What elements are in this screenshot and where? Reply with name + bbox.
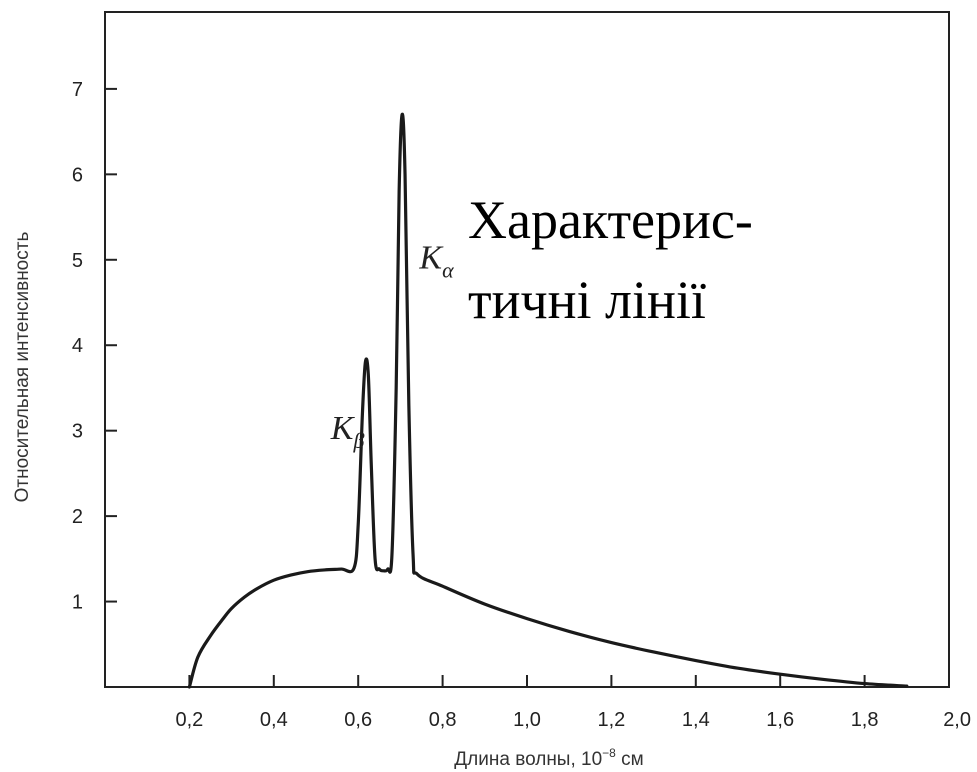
peak-label-ka: Kα (418, 239, 454, 282)
x-tick-label: 2,0 (943, 709, 971, 731)
y-tick-label: 4 (72, 335, 83, 357)
plot-area-border (104, 11, 950, 688)
annotation-line-1: Характерис- (468, 190, 753, 250)
x-tick-label: 0,6 (344, 709, 372, 731)
annotation-line-2: тичні лінії (468, 270, 706, 330)
x-axis-label: Длина волны, 10−8 см (454, 746, 643, 770)
plot-frame (104, 11, 950, 688)
y-tick-label: 6 (72, 164, 83, 186)
y-tick-label: 2 (72, 506, 83, 528)
x-tick-label: 1,6 (766, 709, 794, 731)
y-axis-label: Относительная интенсивность (12, 232, 33, 503)
peak-label-kb: Kβ (330, 410, 365, 453)
annotation-background (462, 182, 812, 330)
x-tick-label: 0,4 (260, 709, 288, 731)
y-tick-label: 7 (72, 79, 83, 101)
x-tick-label: 1,2 (597, 709, 625, 731)
x-tick-label: 1,0 (513, 709, 541, 731)
peak-labels: Kβ Kα (330, 239, 454, 453)
x-axis-ticks: 0,2 0,4 0,6 0,8 1,0 1,2 1,4 1,6 1,8 2,0 (175, 675, 971, 731)
x-tick-label: 1,4 (682, 709, 710, 731)
x-tick-label: 1,8 (851, 709, 879, 731)
characteristic-lines-annotation: Характерис- тичні лінії (462, 182, 812, 330)
y-tick-label: 1 (72, 592, 83, 614)
y-tick-label: 5 (72, 250, 83, 272)
y-tick-label: 3 (72, 421, 83, 443)
intensity-curve (187, 112, 909, 689)
x-tick-label: 0,8 (429, 709, 457, 731)
y-axis-ticks: 1 2 3 4 5 6 7 (72, 79, 117, 614)
x-tick-label: 0,2 (175, 709, 203, 731)
